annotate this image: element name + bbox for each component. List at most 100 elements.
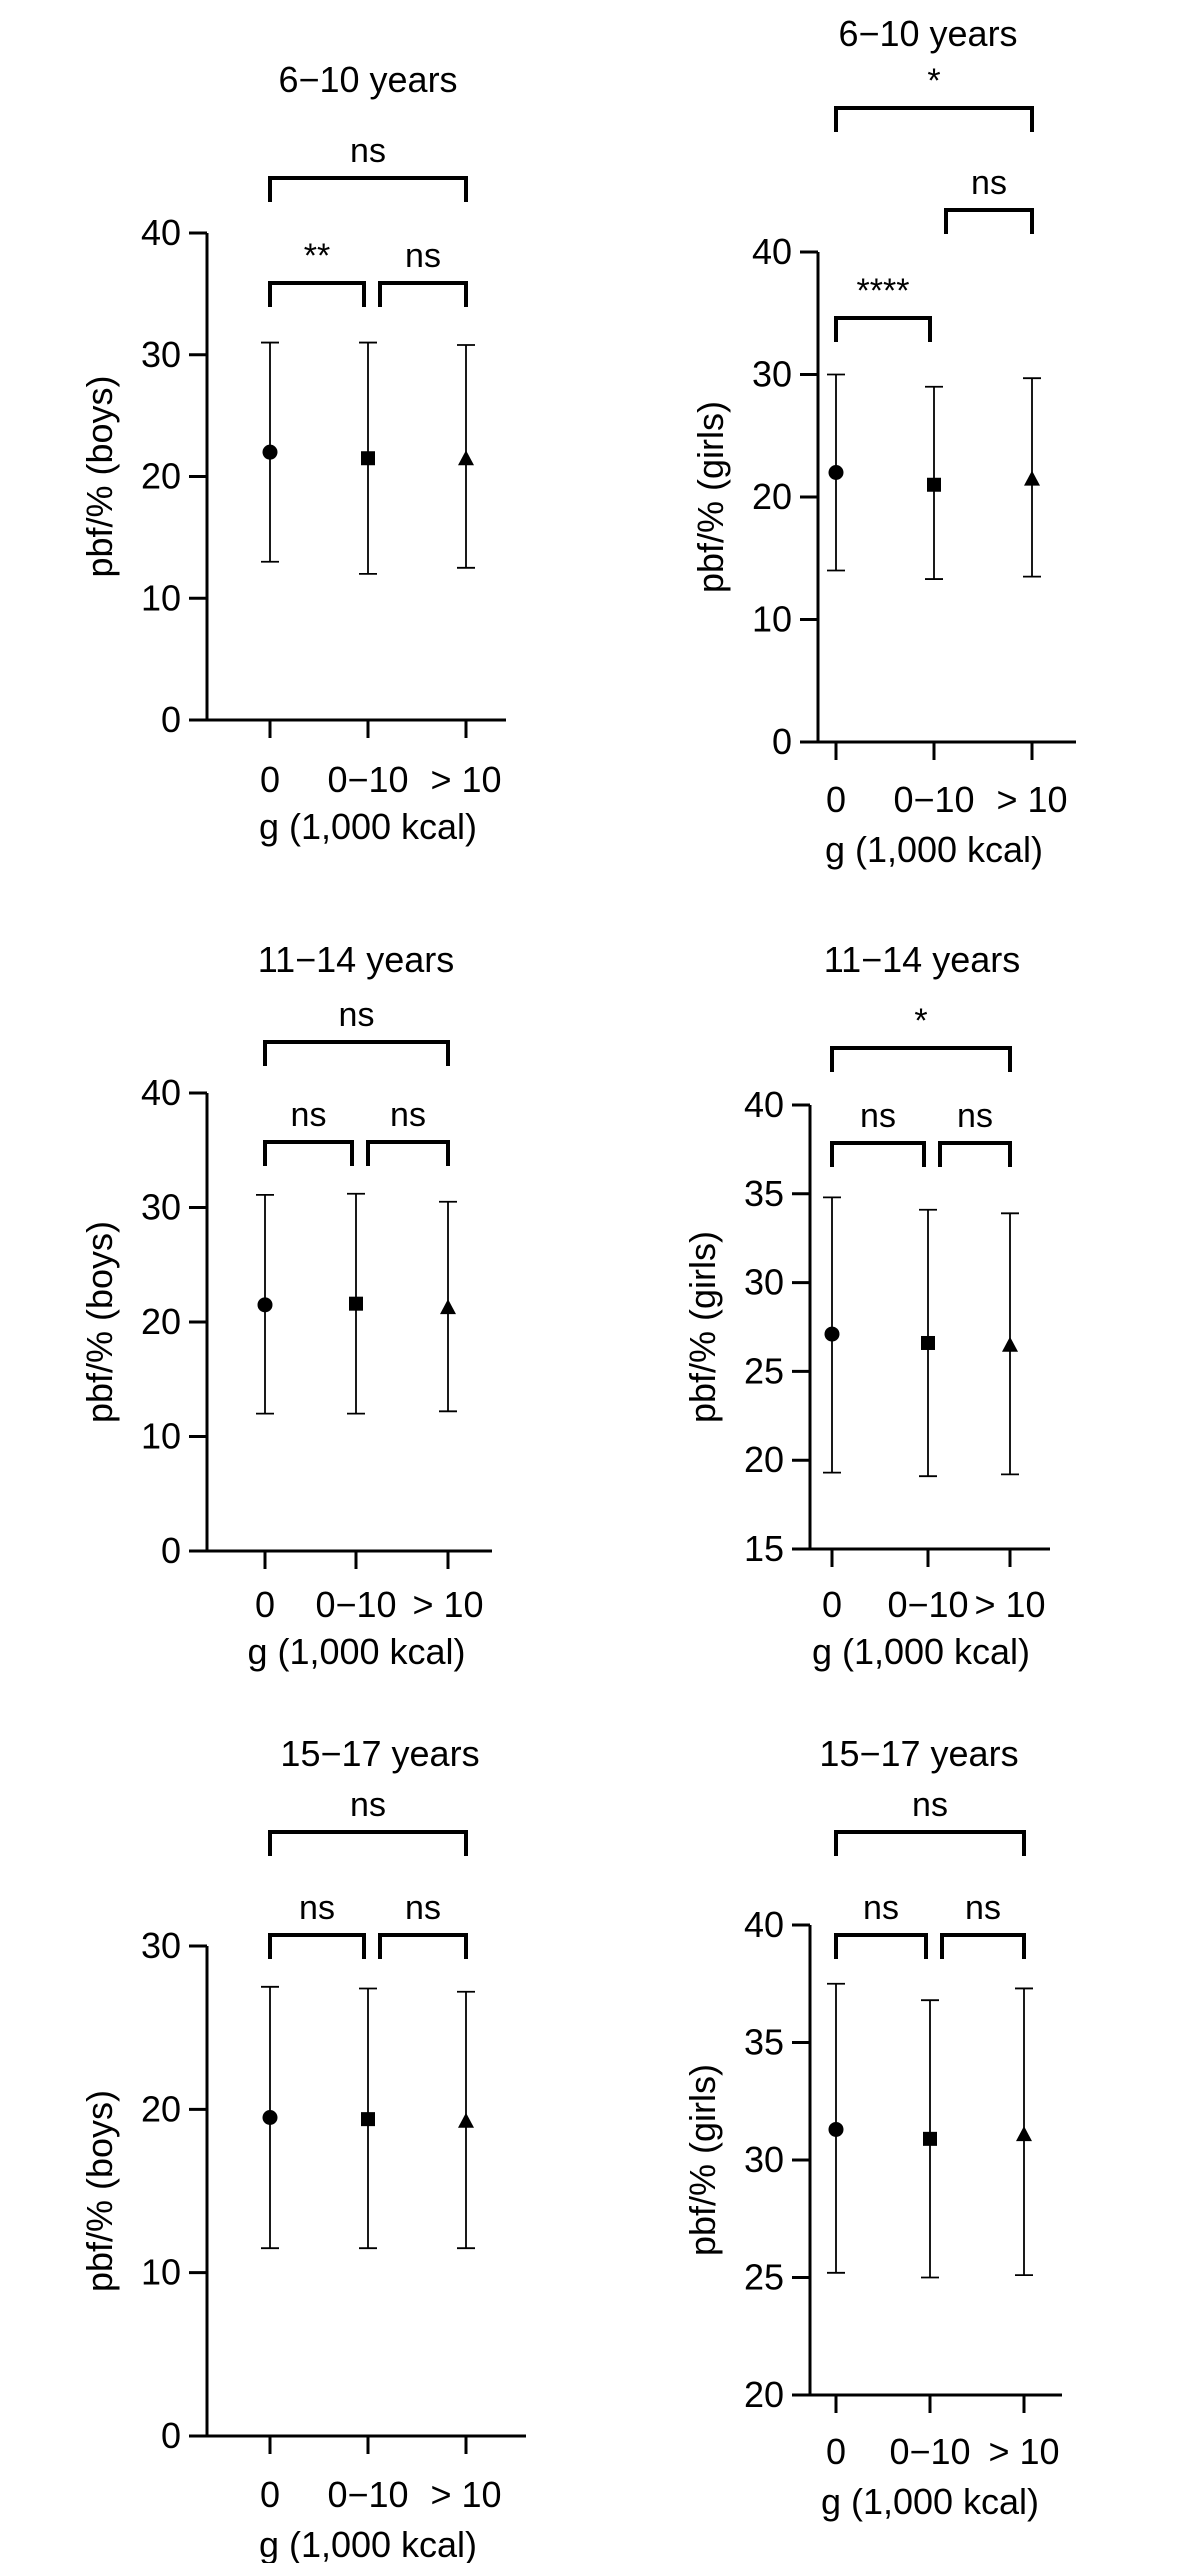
x-axis-label: g (1,000 kcal) xyxy=(259,2524,477,2563)
significance-label: * xyxy=(927,62,940,100)
significance-bracket xyxy=(940,1933,1026,1959)
data-point-square xyxy=(361,451,375,466)
chart-panel-1: 6−10 years 0 10 20 30 40 pbf/% (boys) 0 0−10 > 10… xyxy=(79,59,506,847)
x-tick-label: > 10 xyxy=(430,759,501,800)
y-tick-label: 30 xyxy=(141,1187,181,1228)
data-point-circle xyxy=(828,465,844,480)
significance-bracket xyxy=(268,1830,468,1856)
y-axis-label: pbf/% (boys) xyxy=(79,1221,120,1423)
x-tick-label: > 10 xyxy=(974,1584,1045,1625)
significance-bracket xyxy=(263,1040,450,1066)
x-tick-label: 0−10 xyxy=(315,1584,396,1625)
x-axis-label: g (1,000 kcal) xyxy=(812,1631,1030,1672)
significance-label: ** xyxy=(304,237,330,275)
chart-panel-3: 11−14 years 0 10 20 30 40 pbf/% (boys) 0 0−10 > 1… xyxy=(79,939,492,1672)
significance-label: ns xyxy=(350,1786,386,1824)
x-tick-label: 0 xyxy=(255,1584,275,1625)
data-point-circle xyxy=(257,1297,273,1313)
y-tick-label: 15 xyxy=(744,1528,784,1569)
significance-bracket xyxy=(263,1140,354,1166)
x-tick-label: 0−10 xyxy=(327,759,408,800)
y-tick-label: 20 xyxy=(141,1301,181,1342)
y-tick-label: 20 xyxy=(744,1439,784,1480)
x-axis-label: g (1,000 kcal) xyxy=(247,1631,465,1672)
y-tick-label: 30 xyxy=(744,2139,784,2180)
y-tick-label: 20 xyxy=(744,2374,784,2415)
significance-bracket xyxy=(830,1141,926,1167)
chart-title: 15−17 years xyxy=(819,1733,1018,1774)
chart-panel-2: 6−10 years 0 10 20 30 40 pbf/% (girls) 0 0−10 > 1… xyxy=(690,13,1076,870)
significance-label: ns xyxy=(863,1889,899,1927)
y-tick-label: 40 xyxy=(752,231,792,272)
significance-bracket xyxy=(378,281,468,307)
x-tick-label: > 10 xyxy=(996,779,1067,820)
y-tick-label: 10 xyxy=(141,577,181,618)
x-tick-label: 0 xyxy=(826,2431,846,2472)
chart-panel-6: 15−17 years 20 25 30 35 40 pbf/% (girls) 0 0−10 >… xyxy=(682,1733,1062,2522)
data-point-triangle xyxy=(440,1299,456,1315)
x-axis-label: g (1,000 kcal) xyxy=(825,829,1043,870)
y-tick-label: 30 xyxy=(752,354,792,395)
x-tick-label: 0 xyxy=(260,2474,280,2515)
x-tick-label: 0−10 xyxy=(887,1584,968,1625)
y-axis-label: pbf/% (boys) xyxy=(79,375,120,577)
significance-label: ns xyxy=(405,1889,441,1927)
data-point-triangle xyxy=(1016,2126,1032,2142)
y-axis-label: pbf/% (girls) xyxy=(682,1231,723,1423)
significance-label: ns xyxy=(339,996,375,1034)
y-tick-label: 40 xyxy=(744,1084,784,1125)
significance-label: ns xyxy=(971,164,1007,202)
y-tick-label: 0 xyxy=(161,2415,181,2456)
x-axis-label: g (1,000 kcal) xyxy=(821,2481,1039,2522)
data-point-triangle xyxy=(458,2112,474,2128)
y-tick-label: 35 xyxy=(744,1173,784,1214)
chart-title: 6−10 years xyxy=(838,13,1017,54)
chart-title: 11−14 years xyxy=(258,939,454,980)
significance-label: ns xyxy=(957,1097,993,1135)
data-point-triangle xyxy=(1002,1336,1018,1352)
significance-bracket xyxy=(268,1933,366,1959)
data-point-square xyxy=(921,1335,935,1350)
chart-panel-5: 15−17 years 0 10 20 30 pbf/% (boys) 0 0−10 > 10 g… xyxy=(79,1733,526,2563)
significance-bracket xyxy=(366,1140,450,1166)
x-tick-label: 0 xyxy=(826,779,846,820)
data-point-circle xyxy=(262,444,278,460)
significance-bracket xyxy=(834,1830,1026,1856)
x-tick-label: 0−10 xyxy=(889,2431,970,2472)
significance-label: ns xyxy=(390,1096,426,1134)
significance-bracket xyxy=(834,316,932,342)
chart-title: 11−14 years xyxy=(824,939,1020,980)
significance-label: ns xyxy=(291,1096,327,1134)
chart-title: 15−17 years xyxy=(280,1733,479,1774)
x-tick-label: > 10 xyxy=(430,2474,501,2515)
y-tick-label: 40 xyxy=(744,1904,784,1945)
x-tick-label: > 10 xyxy=(988,2431,1059,2472)
y-tick-label: 30 xyxy=(744,1262,784,1303)
y-axis-label: pbf/% (boys) xyxy=(79,2090,120,2292)
data-point-triangle xyxy=(458,450,474,466)
x-tick-label: 0−10 xyxy=(327,2474,408,2515)
data-point-circle xyxy=(824,1326,840,1342)
significance-label: ns xyxy=(405,237,441,275)
significance-bracket xyxy=(268,176,468,202)
y-tick-label: 35 xyxy=(744,2022,784,2063)
data-point-square xyxy=(361,2112,375,2127)
x-tick-label: 0 xyxy=(260,759,280,800)
y-tick-label: 40 xyxy=(141,1072,181,1113)
significance-label: * xyxy=(914,1002,927,1040)
significance-label: ns xyxy=(350,132,386,170)
x-tick-label: 0−10 xyxy=(893,779,974,820)
y-tick-label: 10 xyxy=(752,599,792,640)
data-point-square xyxy=(349,1296,363,1311)
x-tick-label: 0 xyxy=(822,1584,842,1625)
significance-bracket xyxy=(944,208,1034,234)
significance-bracket xyxy=(834,106,1034,132)
significance-bracket xyxy=(378,1933,468,1959)
chart-title: 6−10 years xyxy=(278,59,457,100)
y-tick-label: 25 xyxy=(744,2257,784,2298)
y-tick-label: 0 xyxy=(161,1530,181,1571)
x-tick-label: > 10 xyxy=(412,1584,483,1625)
y-axis-label: pbf/% (girls) xyxy=(682,2064,723,2256)
y-tick-label: 20 xyxy=(141,2088,181,2129)
